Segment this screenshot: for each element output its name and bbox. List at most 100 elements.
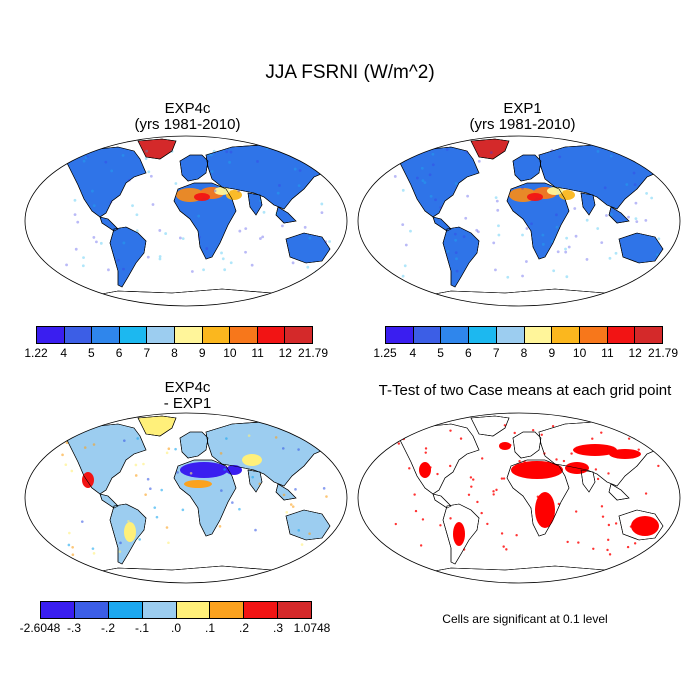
cb-exp4c-swatch: [64, 327, 93, 343]
cb-diff-tick-label: -.1: [134, 621, 150, 635]
globe-border: [357, 135, 681, 307]
continent-seAsia: [608, 483, 630, 501]
cb-exp4c-tick-label: 10: [223, 346, 237, 360]
significance-note: Cells are significant at 0.1 level: [442, 612, 608, 626]
map-exp4c: [24, 135, 348, 307]
cb-exp4c-tick-label: 9: [198, 346, 206, 360]
cb-exp1-swatch: [469, 327, 497, 343]
panel-title-exp1-line2: (yrs 1981-2010): [469, 116, 576, 133]
continent-antarctica: [406, 565, 652, 583]
continent-seAsia: [275, 206, 297, 224]
cb-exp4c-swatch: [37, 327, 65, 343]
cb-exp4c-swatch: [230, 327, 258, 343]
cb-exp4c-tick-label: 21.79: [297, 346, 329, 360]
cb-diff-tick-label: .1: [204, 621, 216, 635]
continent-antarctica: [406, 288, 652, 306]
cb-exp1-tick-label: 6: [465, 346, 472, 360]
continent-greenland: [470, 138, 510, 160]
cb-diff-tick-label: -2.6048: [19, 621, 61, 635]
continent-newZealand: [337, 537, 343, 549]
cb-exp4c-swatch: [285, 327, 312, 343]
cb-exp1-swatch: [635, 327, 663, 343]
map-diff: [24, 412, 348, 584]
cb-exp4c-tick-label: 8: [171, 346, 178, 360]
cb-exp1-swatch: [386, 327, 414, 343]
continent-seAsia: [275, 483, 297, 501]
continent-newZealand: [337, 260, 343, 272]
panel-title-exp1-line1: EXP1: [503, 100, 542, 117]
continent-india: [247, 469, 263, 493]
cb-exp1-swatch: [607, 327, 636, 343]
panel-title-exp4c-line2: (yrs 1981-2010): [134, 116, 241, 133]
cb-exp1-tick-label: 5: [437, 346, 444, 360]
continent-greenland: [137, 138, 177, 160]
land-group: [394, 415, 676, 583]
cb-exp1-tick-label: 10: [572, 346, 587, 360]
panel-title-exp4c: EXP4c (yrs 1981-2010): [25, 101, 350, 133]
figure-title: JJA FSRNI (W/m^2): [265, 62, 435, 83]
continent-greenland: [137, 415, 177, 437]
continent-antarctica: [73, 565, 319, 583]
cb-diff-tick-label: -.3: [66, 621, 82, 635]
cb-diff-swatch: [41, 602, 75, 618]
cb-exp1-tick-label: 7: [492, 346, 500, 360]
continent-northAmerica: [398, 146, 480, 218]
cb-exp1-swatch: [552, 327, 580, 343]
cb-exp1-tick-label: 4: [409, 346, 417, 360]
colorbar-diff-labels: -2.6048 -.3 -.2 -.1 .0 .1 .2 .3 1.0748: [20, 621, 331, 637]
cb-exp4c-tick-label: 4: [60, 346, 68, 360]
cb-exp1-tick-label: 21.79: [647, 346, 679, 360]
cb-exp1-tick-label: 8: [520, 346, 528, 360]
cb-diff-swatch: [176, 602, 211, 618]
cb-exp1-tick-label: 11: [601, 346, 614, 360]
cb-exp4c-tick-label: 6: [115, 346, 123, 360]
panel-title-ttest: T-Test of two Case means at each grid po…: [378, 382, 672, 399]
panel-title-exp4c-line1: EXP4c: [164, 100, 211, 117]
cb-exp4c-tick-label: 12: [278, 346, 292, 360]
cb-diff-swatch: [278, 602, 311, 618]
cb-exp4c-tick-label: 11: [251, 346, 264, 360]
globe-border: [357, 412, 681, 584]
cb-exp4c-tick-label: 1.22: [24, 346, 48, 360]
panel-title-diff-line1: EXP4c: [164, 379, 211, 396]
cb-diff-swatch: [244, 602, 279, 618]
cb-exp4c-swatch: [202, 327, 231, 343]
colorbar-exp1-labels: 1.25 4 5 6 7 8 9 10 11 12 21.79: [373, 346, 678, 362]
cb-exp1-swatch: [524, 327, 553, 343]
cb-exp4c-swatch: [92, 327, 120, 343]
continent-antarctica: [73, 288, 319, 306]
land-group: [61, 415, 343, 583]
panel-title-diff: EXP4c - EXP1: [25, 380, 350, 412]
continent-northAmerica: [398, 423, 480, 495]
cb-diff-swatch: [74, 602, 109, 618]
land-group: [65, 138, 343, 306]
continent-northAmerica: [65, 146, 147, 218]
colorbar-exp1: [385, 326, 663, 344]
map-exp1: [357, 135, 681, 307]
cb-exp1-swatch: [413, 327, 442, 343]
colorbar-exp4c: [36, 326, 313, 344]
continent-northAmerica: [65, 423, 147, 495]
continent-newZealand: [670, 260, 676, 272]
cb-exp1-tick-label: 12: [628, 346, 642, 360]
cb-diff-tick-label: .0: [170, 621, 182, 635]
cb-exp4c-tick-label: 7: [143, 346, 151, 360]
cb-diff-tick-label: -.2: [100, 621, 116, 635]
cb-exp4c-swatch: [174, 327, 203, 343]
cb-diff-tick-label: .3: [272, 621, 284, 635]
cb-exp1-swatch: [441, 327, 470, 343]
cb-exp1-swatch: [496, 327, 525, 343]
cb-diff-tick-label: .2: [238, 621, 250, 635]
cb-exp4c-swatch: [257, 327, 286, 343]
panel-title-diff-line2: - EXP1: [163, 395, 212, 412]
continent-india: [247, 192, 263, 216]
globe-border: [24, 135, 348, 307]
continent-greenland: [470, 415, 510, 437]
continent-india: [580, 192, 596, 216]
globe-border: [24, 412, 348, 584]
cb-exp4c-swatch: [119, 327, 148, 343]
continent-newZealand: [670, 537, 676, 549]
cb-diff-tick-label: 1.0748: [293, 621, 331, 635]
cb-diff-swatch: [108, 602, 143, 618]
cb-exp4c-swatch: [147, 327, 175, 343]
